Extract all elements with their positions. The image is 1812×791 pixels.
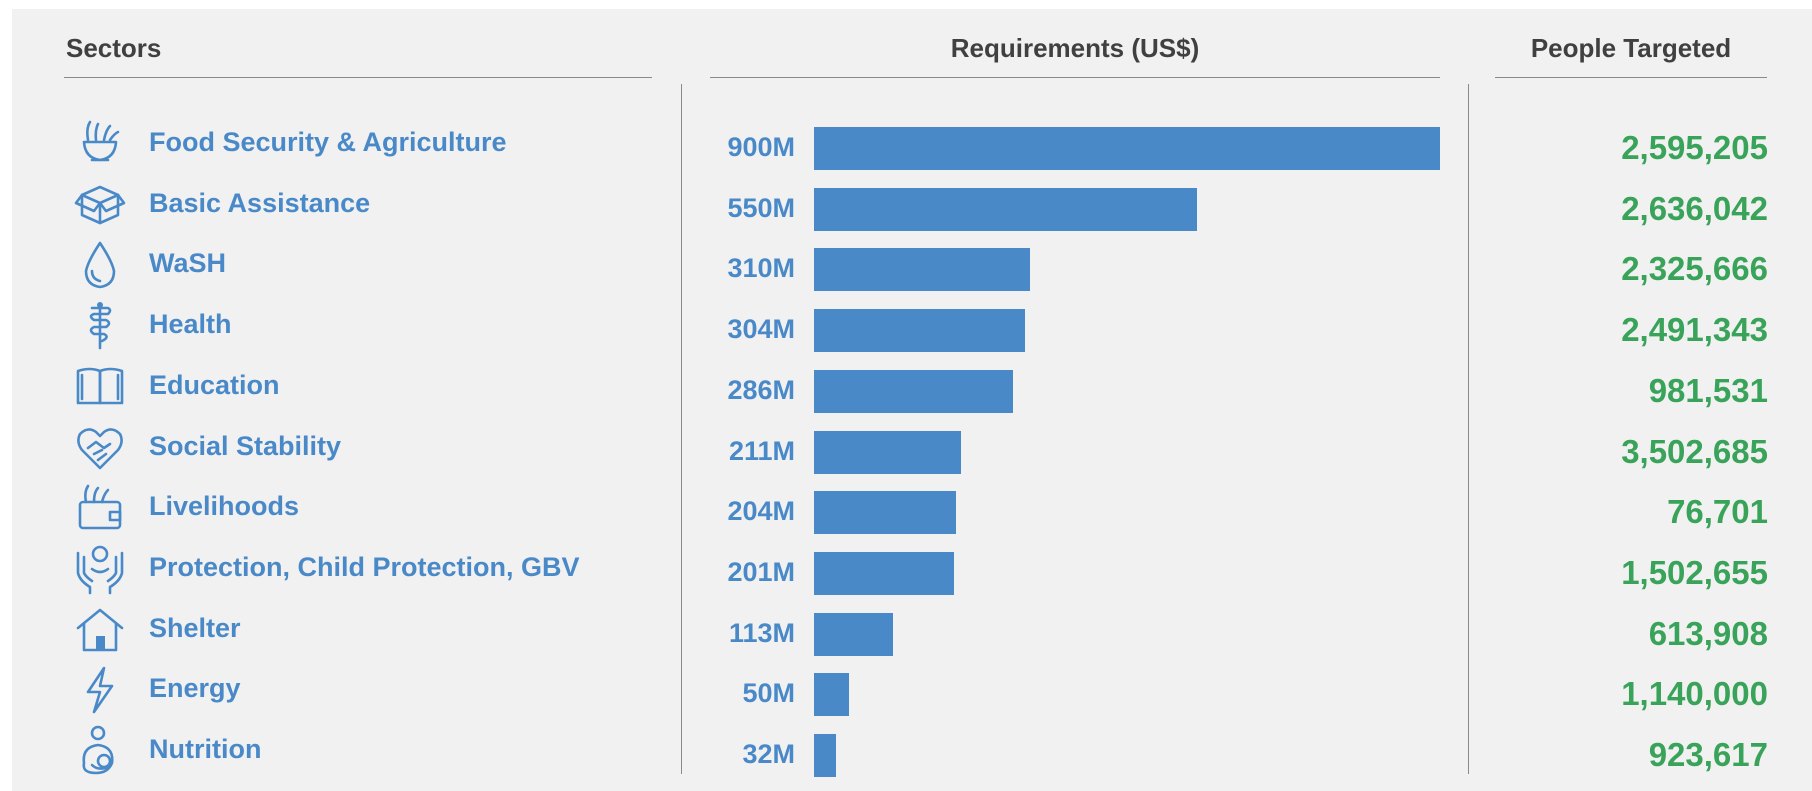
requirement-bar	[814, 430, 961, 474]
people-targeted-value: 923,617	[1648, 736, 1768, 773]
food-bowl-icon	[74, 118, 126, 170]
requirement-bar	[814, 551, 954, 595]
open-book-icon	[74, 361, 126, 413]
wallet-wheat-icon	[74, 482, 126, 534]
requirement-value-label: 201M	[727, 556, 795, 587]
sector-row: Livelihoods 204M 76,701	[0, 479, 1812, 535]
requirement-value-label: 304M	[727, 314, 795, 345]
sector-label: Livelihoods	[149, 491, 300, 522]
requirement-bar	[814, 127, 1440, 170]
sector-row: Food Security & Agriculture 900M 2,595,205	[0, 115, 1812, 171]
requirement-value-label: 286M	[727, 374, 795, 405]
sector-label: Food Security & Agriculture	[149, 127, 507, 157]
people-targeted-value: 981,531	[1648, 371, 1768, 409]
mother-child-icon	[74, 725, 126, 777]
house-icon	[74, 604, 126, 656]
sector-label: Nutrition	[149, 734, 262, 764]
sector-row: Social Stability 211M 3,502,685	[0, 419, 1812, 475]
people-targeted-value: 2,595,205	[1621, 129, 1768, 166]
sector-label: Energy	[149, 673, 241, 704]
column-divider-left	[681, 84, 682, 774]
sector-row: Basic Assistance 550M 2,636,042	[0, 176, 1812, 232]
sector-row: Energy 50M 1,140,000	[0, 661, 1812, 717]
requirement-value-label: 211M	[728, 435, 795, 466]
people-targeted-value: 2,491,343	[1621, 311, 1768, 349]
requirement-bar	[814, 734, 837, 777]
lightning-icon	[74, 664, 126, 716]
requirement-bar	[814, 673, 849, 717]
requirement-bar	[814, 248, 1030, 292]
sector-row: Shelter 113M 613,908	[0, 601, 1812, 657]
caduceus-icon	[74, 300, 126, 352]
requirements-header: Requirements (US$)	[950, 33, 1200, 63]
people-targeted-value: 1,140,000	[1621, 675, 1768, 713]
requirement-value-label: 50M	[742, 678, 795, 709]
sector-label: Health	[149, 309, 232, 340]
sector-row: Nutrition 32M 923,617	[0, 722, 1812, 778]
water-drop-icon	[74, 239, 126, 291]
people-targeted-value: 2,325,666	[1621, 250, 1768, 288]
requirement-bar	[814, 187, 1197, 231]
people-targeted-value: 1,502,655	[1621, 553, 1768, 591]
sectors-header: Sectors	[66, 33, 162, 63]
sector-label: WaSH	[149, 248, 227, 279]
people-targeted-value: 76,701	[1667, 493, 1768, 531]
requirement-bar	[814, 369, 1013, 413]
requirement-bar	[814, 612, 893, 656]
requirement-value-label: 310M	[727, 253, 795, 284]
requirement-bar	[814, 309, 1026, 353]
people-targeted-value: 3,502,685	[1621, 432, 1768, 470]
requirement-value-label: 204M	[727, 496, 795, 527]
requirement-value-label: 550M	[727, 192, 795, 223]
requirements-underline	[710, 77, 1440, 78]
hands-person-icon	[74, 543, 126, 595]
box-icon	[74, 179, 126, 231]
sector-label: Shelter	[149, 612, 241, 643]
column-divider-right	[1468, 84, 1469, 774]
sector-label: Protection, Child Protection, GBV	[149, 551, 580, 582]
people-targeted-value: 2,636,042	[1621, 189, 1768, 227]
people-targeted-header: People Targeted	[1530, 33, 1732, 63]
requirement-bar	[814, 491, 956, 535]
sector-label: Social Stability	[149, 430, 342, 461]
people-underline	[1495, 77, 1767, 78]
people-targeted-value: 613,908	[1648, 614, 1768, 652]
requirement-value-label: 113M	[728, 617, 795, 648]
heart-handshake-icon	[74, 422, 126, 474]
sector-row: Education 286M 981,531	[0, 358, 1812, 414]
sector-row: Health 304M 2,491,343	[0, 297, 1812, 353]
sector-label: Basic Assistance	[149, 187, 371, 218]
requirement-value-label: 900M	[727, 132, 795, 162]
sector-label: Education	[149, 369, 280, 400]
sectors-underline	[64, 77, 652, 78]
sector-row: Protection, Child Protection, GBV 201M 1,5…	[0, 540, 1812, 596]
sector-row: WaSH 310M 2,325,666	[0, 236, 1812, 292]
requirement-value-label: 32M	[742, 739, 795, 769]
